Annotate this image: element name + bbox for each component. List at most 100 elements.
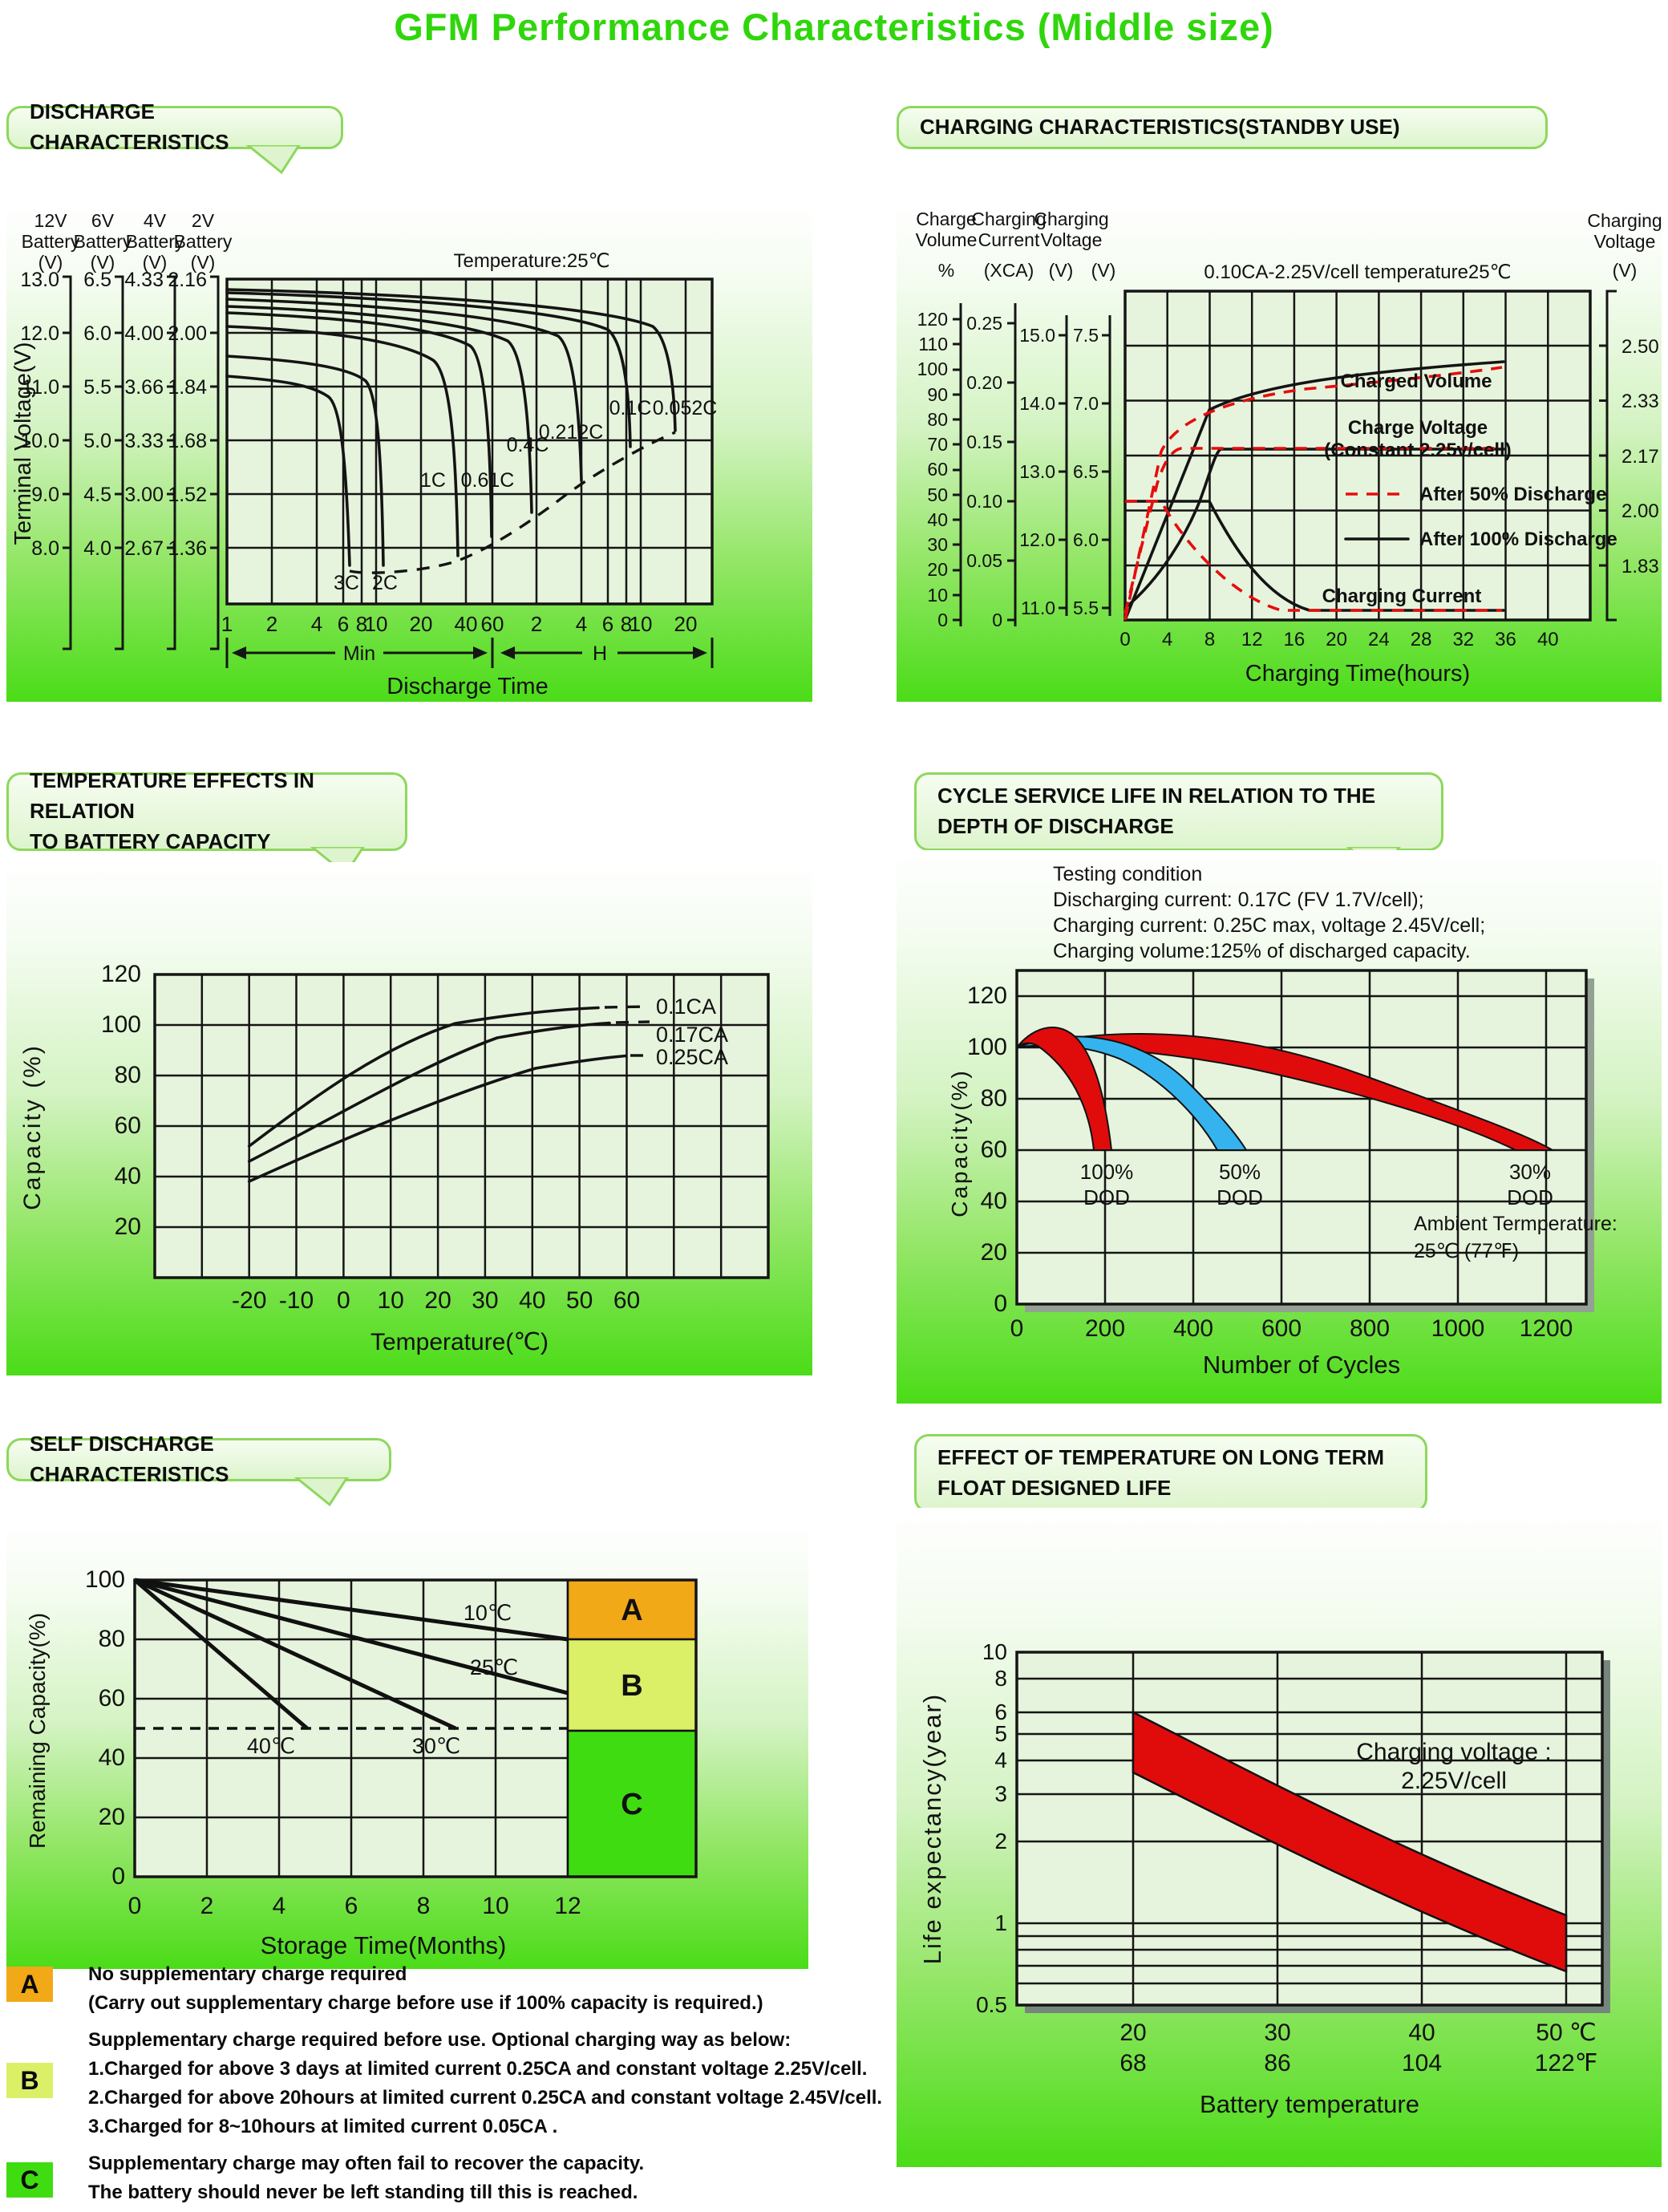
left-axis-headers-row2: Volume Current Voltage <box>916 229 1103 250</box>
tick-label: 1.52 <box>168 484 207 506</box>
tick-label: 10.0 <box>20 430 59 452</box>
note-c-text: Supplementary charge may often fail to r… <box>88 2153 644 2210</box>
tick-label: Charge <box>916 209 976 229</box>
tick-label: 0.15 <box>966 431 1002 452</box>
header-self-discharge-line: SELF DISCHARGE CHARACTERISTICS <box>30 1432 229 1486</box>
y-ticks: 108 654 3 2 1 0.5 <box>976 1639 1007 2017</box>
charged-volume-50 <box>1123 366 1503 621</box>
y-axis-title: Capacity(%) <box>947 1068 972 1217</box>
scale-headers-unit: (V) (V) (V) (V) <box>38 252 216 273</box>
tick-label: 1 <box>221 612 233 636</box>
x-ticks-fahrenheit: 68 86 104 122℉ <box>1119 2050 1597 2076</box>
tick-label: 4.5 <box>83 484 111 506</box>
y-ticks: 120 100 80 60 40 20 0 <box>967 982 1007 1317</box>
charge-voltage-50 <box>1123 447 1502 614</box>
header-charging: CHARGING CHARACTERISTICS(STANDBY USE) <box>897 106 1548 149</box>
tick-label: 30 <box>472 1287 498 1314</box>
tick-label: 6 <box>338 612 349 636</box>
tick-label: 2.00 <box>168 322 207 345</box>
tick-label: 24 <box>1368 629 1390 650</box>
label-30c: 30℃ <box>412 1734 460 1758</box>
charging-current-100 <box>1123 500 1505 612</box>
x-axis-title: Storage Time(Months) <box>261 1931 507 1959</box>
curve-0p4c <box>225 305 533 514</box>
capacity-curves <box>247 1005 650 1183</box>
x-axis-title: Temperature(℃) <box>370 1329 549 1355</box>
note-b-text: Supplementary charge required before use… <box>88 2029 882 2145</box>
temperature-chart: 120 100 80 60 40 20 -20 -10 0 10 20 30 40 50 60 0.1CA… <box>19 961 770 1355</box>
tick-label: 4.33 <box>124 269 164 291</box>
plot-frame <box>225 278 714 606</box>
y-axis-title: Life expectancy(year) <box>918 1693 946 1964</box>
tick-label: 50 <box>566 1287 593 1314</box>
tick-label: 8 <box>621 612 632 636</box>
tick-label: 90 <box>927 384 948 405</box>
tick-label: 4 <box>576 612 587 636</box>
tick-label: 4 <box>1162 629 1172 650</box>
tick-label: Testing condition <box>1053 863 1202 885</box>
x-ticks: 0 200 400 600 800 1000 1200 <box>1010 1315 1573 1342</box>
header-discharge: DISCHARGE CHARACTERISTICS <box>6 99 343 174</box>
band-100-dod <box>1016 1027 1113 1151</box>
ambient-note-line1: Ambient Termperature: <box>1414 1213 1617 1235</box>
line-40c <box>133 1578 309 1730</box>
curve-label-0p052c: 0.052C <box>653 397 718 419</box>
plot-frame <box>1015 1651 1604 2007</box>
tick-label: 3.00 <box>124 484 164 506</box>
zone-a-letter: A <box>621 1594 642 1627</box>
tick-label: 20 <box>981 1239 1007 1266</box>
header-cycle: CYCLE SERVICE LIFE IN RELATION TO THE DE… <box>914 772 1443 876</box>
self-discharge-lines <box>133 1578 569 1731</box>
tick-label: 8 <box>417 1893 431 1919</box>
bubble-tail-icon <box>245 145 301 174</box>
x-ticks: 0 4 8 12 16 20 24 28 32 36 40 <box>1119 629 1558 650</box>
tick-label: 80 <box>115 1062 141 1088</box>
tick-label: 9.0 <box>31 484 59 506</box>
self-discharge-panel: 100 80 60 40 20 0 0 2 4 6 8 10 12 10℃ 25℃ 30℃ 40℃ A… <box>6 1524 808 1969</box>
tick-label: 8.0 <box>31 537 59 560</box>
note-b-line3: 2.Charged for above 20hours at limited c… <box>88 2087 883 2109</box>
tick-label: Voltage <box>1041 229 1103 250</box>
header-temperature-line2: TO BATTERY CAPACITY <box>30 828 271 853</box>
tick-label: (V) <box>1091 260 1116 281</box>
tick-label: 12.0 <box>20 322 59 345</box>
x-ticks-hours: 2 4 6 810 20 <box>531 612 698 636</box>
curve-label-0p61c: 0.61C <box>461 469 515 492</box>
tick-label: 7.5 <box>1073 325 1099 346</box>
tick-label: 3.66 <box>124 376 164 399</box>
tick-label: 2.33 <box>1621 391 1659 412</box>
tick-label: 20 <box>927 559 948 580</box>
curve-0p17ca <box>247 1021 611 1163</box>
header-temperature: TEMPERATURE EFFECTS IN RELATION TO BATTE… <box>6 768 407 876</box>
tick-label: (V) <box>191 252 216 273</box>
tick-label: Charging current: 0.25C max, voltage 2.4… <box>1053 914 1485 937</box>
header-discharge-line: DISCHARGE CHARACTERISTICS <box>30 99 229 154</box>
tick-label: 10 <box>982 1639 1007 1664</box>
tick-label: 13.0 <box>20 269 59 291</box>
label-40c: 40℃ <box>247 1734 295 1758</box>
scale-headers-voltage: 12V 6V 4V 2V <box>34 210 215 231</box>
tick-label: 40 <box>981 1188 1007 1214</box>
discharge-curves <box>225 288 677 574</box>
tick-label: 3.33 <box>124 430 164 452</box>
tick-label: Charging volume:125% of discharged capac… <box>1053 940 1471 962</box>
x-ticks-minutes: 1 2 4 6 810 20 40 60 <box>221 612 504 636</box>
tick-label: 100 <box>101 1011 141 1038</box>
tick-label: 15.0 <box>1019 325 1055 346</box>
tick-label: 0.5 <box>976 1992 1007 2017</box>
tick-label: Battery <box>74 231 132 252</box>
x-ticks-celsius: 20 30 40 50 ℃ <box>1119 2020 1596 2046</box>
label-charging-current: Charging Current <box>1322 585 1482 607</box>
label-charge-voltage-1: Charge Voltage <box>1348 417 1488 439</box>
tick-label: 80 <box>99 1626 125 1652</box>
tick-label: 0 <box>1119 629 1130 650</box>
tick-label: 0.10 <box>966 491 1002 512</box>
zone-b-rect <box>566 1638 698 1732</box>
note-a-line1: No supplementary charge required <box>88 1963 407 1985</box>
tick-label: 6.5 <box>1073 461 1099 482</box>
tick-label: (XCA) <box>984 260 1034 281</box>
line-10c <box>134 1578 569 1642</box>
tick-label: 3 <box>994 1781 1007 1806</box>
